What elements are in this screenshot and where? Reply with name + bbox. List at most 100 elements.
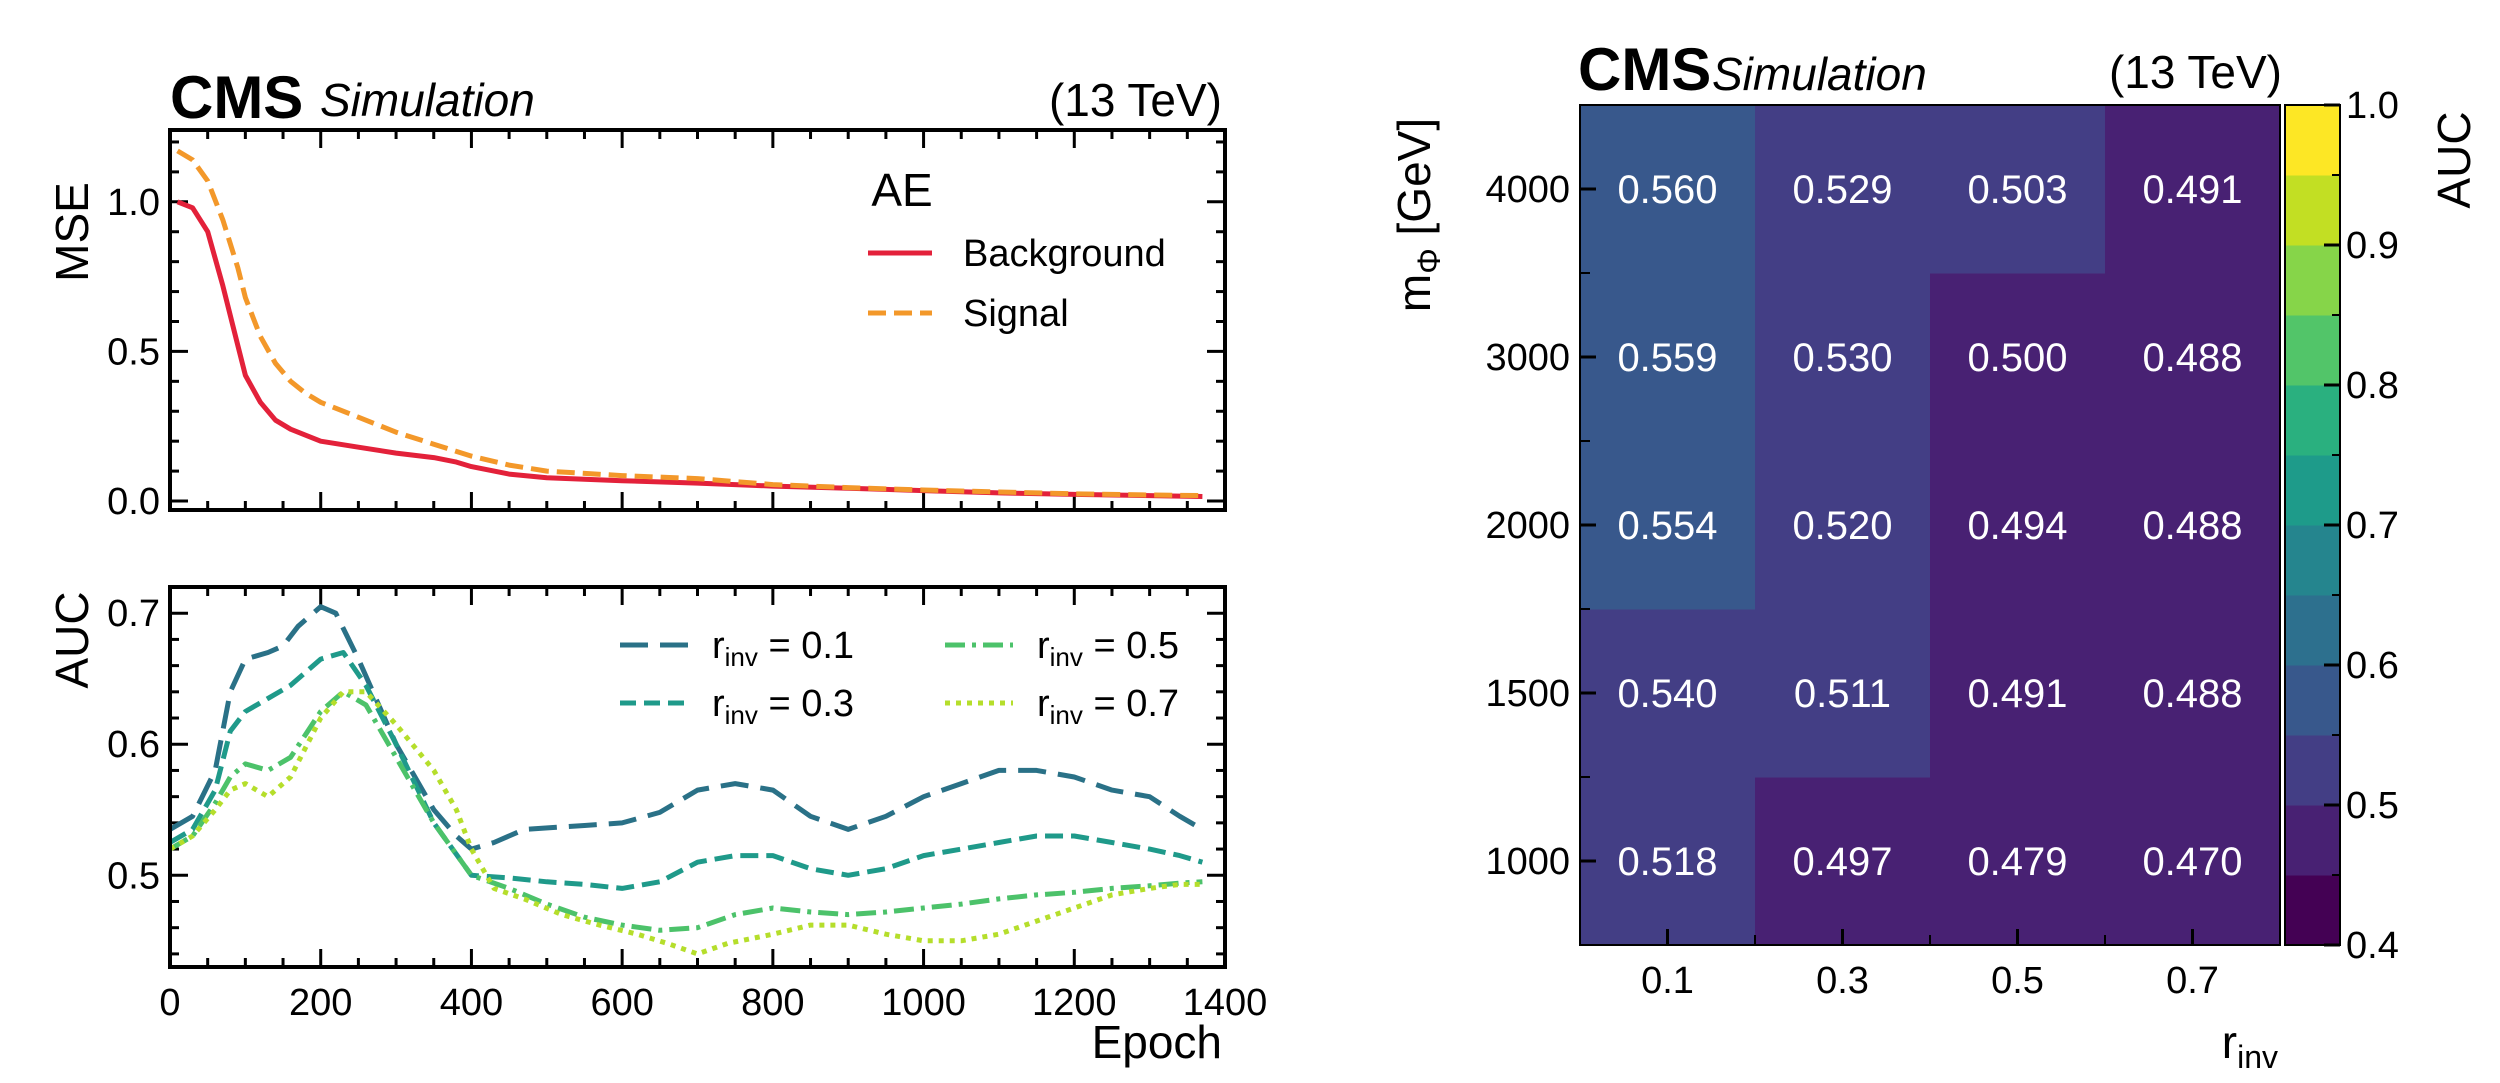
heatmap-xtick-label: 0.3 (1816, 960, 1869, 1002)
xtick-label: 1400 (1183, 982, 1268, 1024)
colorbar-segment (2285, 175, 2340, 246)
xtick-label: 1000 (881, 982, 966, 1024)
auc-ylabel: AUC (46, 591, 98, 688)
heatmap-xtick-label: 0.5 (1991, 960, 2044, 1002)
mse-ylabel: MSE (46, 182, 98, 282)
mse-energy-label: (13 TeV) (1049, 74, 1222, 126)
heatmap-cell (1755, 441, 1931, 610)
ytick-label: 0.0 (107, 481, 160, 523)
xtick-label: 600 (590, 982, 653, 1024)
heatmap-cell (1930, 105, 2106, 274)
colorbar-segment (2285, 525, 2340, 596)
heatmap-yticks: 1000 1500 2000 3000 4000 (1485, 169, 1596, 883)
heatmap-cell (1930, 441, 2106, 610)
heatmap-ytick-label: 3000 (1485, 337, 1570, 379)
heatmap-cell (1580, 609, 1756, 778)
heatmap-cell-label: 0.491 (1967, 672, 2067, 716)
heatmap-frame (1579, 104, 2281, 946)
mse-plot-frame (168, 128, 1227, 512)
heatmap-cell (1755, 105, 1931, 274)
heatmap-xtick-label: 0.7 (2166, 960, 2219, 1002)
auc-plot-frame (168, 585, 1227, 969)
heatmap-cell-label: 0.488 (2142, 672, 2242, 716)
heatmap-cell (1580, 273, 1756, 442)
heatmap-cell-label: 0.520 (1792, 504, 1892, 548)
colorbar-frame (2284, 104, 2341, 946)
ytick-label: 0.7 (107, 593, 160, 635)
colorbar-segment (2285, 805, 2340, 876)
colorbar-tick-label: 0.9 (2346, 225, 2399, 267)
heatmap-cell-label: 0.488 (2142, 504, 2242, 548)
heatmap-xtick-label: 0.1 (1641, 960, 1694, 1002)
heatmap-cell (1755, 273, 1931, 442)
legend-label-rinv-03: rinv = 0.3 (712, 683, 854, 730)
heatmap-cell-label: 0.497 (1792, 840, 1892, 884)
heatmap-cell-label: 0.494 (1967, 504, 2067, 548)
colorbar-segment (2285, 315, 2340, 386)
mse-panel: CMS Simulation (13 TeV) MSE 0.0 0.5 1.0 AE… (46, 64, 1227, 523)
auc-series (170, 604, 1204, 957)
heatmap-cells (1580, 105, 2281, 946)
legend-label-signal: Signal (963, 293, 1069, 335)
heatmap-cell (1580, 777, 1756, 946)
heatmap-cell (1580, 441, 1756, 610)
heatmap-cell-label: 0.491 (2142, 168, 2242, 212)
heatmap-cell-labels: 0.518 0.497 0.479 0.470 0.540 0.511 0.491 0.488… (1617, 168, 2242, 884)
colorbar-tick-label: 0.8 (2346, 365, 2399, 407)
colorbar-segment (2285, 105, 2340, 176)
heatmap-cell-label: 0.518 (1617, 840, 1717, 884)
ytick-label: 0.6 (107, 724, 160, 766)
heatmap-cell (2105, 273, 2281, 442)
heatmap-energy-label: (13 TeV) (2109, 46, 2282, 98)
heatmap-cell-label: 0.530 (1792, 336, 1892, 380)
colorbar (2285, 105, 2340, 946)
series-line-0-1 (176, 148, 1203, 499)
xtick-label: 800 (741, 982, 804, 1024)
xtick-label: 1200 (1032, 982, 1117, 1024)
heatmap-ytick-label: 1000 (1485, 841, 1570, 883)
mse-series (176, 148, 1203, 499)
auc-legend: rinv = 0.1 rinv = 0.3 rinv = 0.5 rinv = … (620, 625, 1179, 730)
mse-yticks: 0.0 0.5 1.0 (107, 140, 1225, 523)
heatmap-ylabel: mΦ [GeV] (1388, 118, 1447, 312)
heatmap-cell-label: 0.560 (1617, 168, 1717, 212)
colorbar-tick-label: 0.5 (2346, 785, 2399, 827)
heatmap-cell (1580, 105, 1756, 274)
ytick-label: 0.5 (107, 855, 160, 897)
heatmap-simulation-label: Simulation (1712, 48, 1927, 100)
heatmap-cell (2105, 105, 2281, 274)
colorbar-segment (2285, 385, 2340, 456)
heatmap-cell-label: 0.470 (2142, 840, 2242, 884)
colorbar-segment (2285, 595, 2340, 666)
colorbar-segment (2285, 875, 2340, 946)
colorbar-segment (2285, 665, 2340, 736)
mse-simulation-label: Simulation (320, 74, 535, 126)
series-line-1-1 (170, 650, 1204, 891)
heatmap-cell (1755, 777, 1931, 946)
heatmap-xlabel: rinv (2222, 1016, 2278, 1075)
colorbar-label: AUC (2428, 111, 2480, 208)
heatmap-cell-label: 0.540 (1617, 672, 1717, 716)
series-line-1-0 (170, 604, 1204, 852)
heatmap-ytick-label: 4000 (1485, 169, 1570, 211)
series-line-1-2 (170, 689, 1203, 933)
heatmap-cell (1930, 609, 2106, 778)
mse-legend-title: AE (871, 164, 932, 216)
colorbar-segment (2285, 455, 2340, 526)
heatmap-experiment-label: CMS (1578, 36, 1711, 103)
heatmap-cell-label: 0.529 (1792, 168, 1892, 212)
heatmap-cell-label: 0.500 (1967, 336, 2067, 380)
colorbar-tick-label: 0.6 (2346, 645, 2399, 687)
heatmap-cell (1930, 273, 2106, 442)
heatmap-cell-label: 0.511 (1794, 672, 1891, 716)
heatmap-ytick-label: 2000 (1485, 505, 1570, 547)
mse-legend: AE Background Signal (868, 164, 1166, 335)
colorbar-tick-label: 0.7 (2346, 505, 2399, 547)
ytick-label: 0.5 (107, 331, 160, 373)
heatmap-cell-label: 0.503 (1967, 168, 2067, 212)
auc-xlabel: Epoch (1092, 1016, 1222, 1068)
heatmap-cell-label: 0.479 (1967, 840, 2067, 884)
heatmap-cell (2105, 609, 2281, 778)
heatmap-ytick-label: 1500 (1485, 673, 1570, 715)
xtick-label: 0 (159, 982, 180, 1024)
